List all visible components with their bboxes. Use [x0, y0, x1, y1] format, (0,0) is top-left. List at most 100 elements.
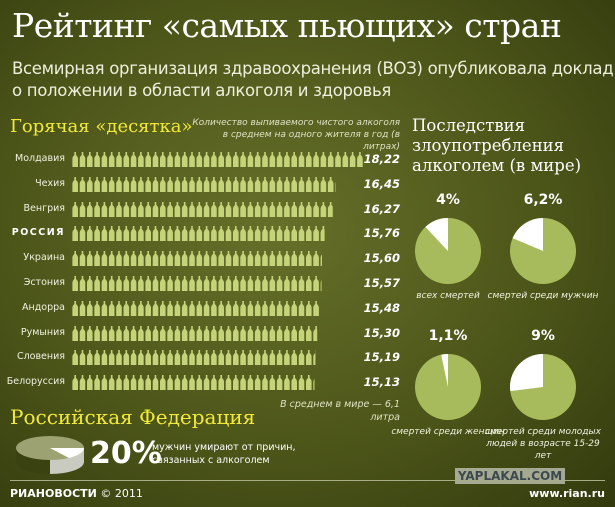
bottle-icon: [160, 325, 166, 341]
bottle-icon: [269, 325, 276, 341]
bottle-icon: [101, 176, 108, 192]
bottle-icon: [313, 276, 319, 291]
bottle-icon: [254, 176, 261, 192]
bottle-icon: [79, 350, 86, 366]
bottle-icon: [284, 226, 290, 242]
bottle-icon: [225, 325, 232, 341]
bottle-icon: [284, 300, 290, 316]
bottle-icon: [116, 152, 122, 167]
bottle-icon: [327, 152, 334, 167]
bottle-icon: [284, 201, 290, 217]
bottle-icon: [269, 152, 276, 167]
bottle-icon: [130, 226, 137, 242]
bottle-icon: [262, 350, 268, 366]
bottle-icon: [123, 300, 130, 316]
bottle-icon: [167, 152, 173, 167]
bottle-icon: [276, 201, 283, 217]
bottle-icon: [306, 176, 312, 192]
bottle-icon: [254, 226, 261, 242]
bottle-icon: [298, 350, 305, 366]
bottle-icon: [284, 325, 290, 341]
bottle-icon: [203, 201, 210, 217]
bottle-bar: [72, 201, 333, 217]
bottle-icon: [203, 375, 210, 391]
bottle-icon: [196, 176, 203, 192]
bottle-icon: [101, 152, 108, 167]
bottle-icon: [276, 300, 283, 316]
bar-row: Словения 15,19: [0, 348, 410, 368]
bar-row: Украина 15,60: [0, 249, 410, 269]
bottle-icon: [254, 300, 261, 316]
bottle-icon: [101, 201, 108, 217]
bottle-icon: [167, 251, 173, 267]
bottle-icon: [94, 300, 100, 316]
bottle-icon: [108, 325, 115, 341]
bottle-icon: [306, 375, 312, 391]
bottle-icon: [160, 350, 166, 366]
bottle-icon: [108, 350, 115, 366]
bar-row: Чехия 16,45: [0, 175, 410, 195]
bar-value: 16,45: [363, 176, 400, 191]
bottle-icon: [116, 251, 122, 267]
bottle-icon: [313, 300, 319, 316]
bottle-icon: [87, 325, 93, 341]
bottle-bar: [72, 152, 363, 167]
bottle-icon: [284, 375, 290, 391]
bottle-icon: [306, 350, 312, 366]
bottle-icon: [203, 226, 210, 242]
bottle-icon: [196, 325, 203, 341]
bar-row: Эстония 15,57: [0, 274, 410, 294]
bottle-icon: [254, 201, 261, 217]
bottle-icon: [152, 350, 159, 366]
bottle-icon: [174, 300, 181, 316]
brand-logo: РИАНОВОСТИ: [10, 487, 97, 500]
bottle-icon: [203, 176, 210, 192]
bottle-icon: [87, 176, 93, 192]
bottle-icon: [218, 152, 224, 167]
bottle-icon: [196, 226, 203, 242]
bottle-icon: [218, 176, 224, 192]
bottle-icon: [94, 201, 100, 217]
bottle-icon: [72, 176, 78, 192]
bottle-icon: [211, 176, 217, 192]
bottle-icon: [225, 276, 232, 291]
bottle-icon: [79, 226, 86, 242]
bottle-icon: [130, 276, 137, 291]
bottle-icon: [233, 176, 239, 192]
bottle-icon: [160, 375, 166, 391]
bottle-icon: [291, 325, 297, 341]
bottle-icon: [145, 325, 151, 341]
bottle-icon: [152, 251, 159, 267]
bottle-icon: [108, 276, 115, 291]
bottle-bar: [72, 251, 323, 267]
bottle-icon: [291, 276, 297, 291]
bottle-icon: [152, 226, 159, 242]
bottle-icon: [240, 251, 246, 267]
bottle-icon: [189, 251, 195, 267]
bottle-icon: [116, 226, 122, 242]
bottle-icon: [138, 152, 144, 167]
bar-value: 15,30: [363, 325, 400, 340]
bottle-icon: [291, 375, 297, 391]
bottle-icon: [203, 276, 210, 291]
bottle-icon: [72, 276, 78, 291]
bottle-icon: [254, 251, 261, 267]
bar-row: Венгрия 16,27: [0, 200, 410, 220]
bottle-icon: [211, 152, 217, 167]
bottle-icon: [233, 226, 239, 242]
bottle-icon: [306, 325, 312, 341]
bottle-icon: [284, 276, 290, 291]
bottle-icon: [298, 201, 305, 217]
bottle-icon: [203, 325, 210, 341]
bottle-icon: [298, 226, 305, 242]
bottle-icon: [291, 226, 297, 242]
bottle-icon: [240, 300, 246, 316]
bottle-icon: [218, 375, 224, 391]
bottle-icon: [320, 152, 327, 167]
bar-label: Белоруссия: [6, 376, 65, 388]
footer-brand: РИАНОВОСТИ © 2011: [10, 487, 143, 500]
bottle-icon: [233, 276, 239, 291]
bottle-icon: [72, 226, 78, 242]
bottle-icon: [276, 375, 283, 391]
footer-site-link[interactable]: www.rian.ru: [529, 487, 605, 500]
